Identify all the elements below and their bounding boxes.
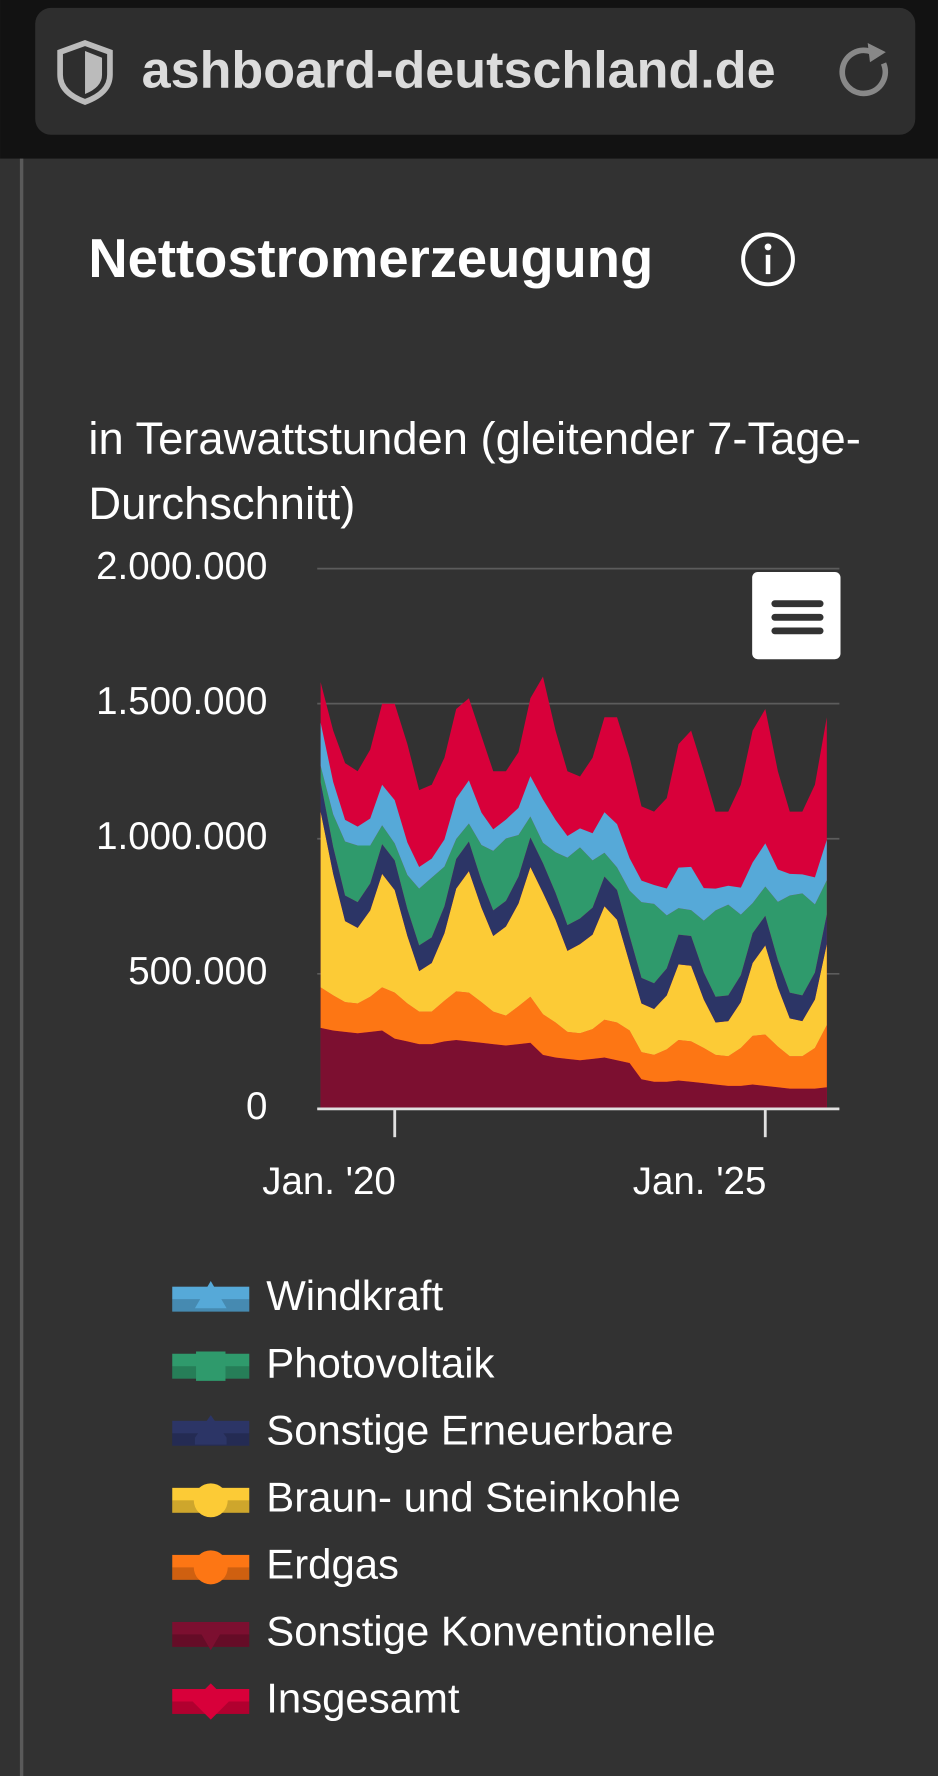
chart-title: Nettostromerzeugung xyxy=(88,228,653,289)
legend-marker xyxy=(192,1683,229,1720)
stacked-area xyxy=(320,1027,827,1109)
legend-marker xyxy=(194,1281,227,1309)
y-tick-label: 2.000.000 xyxy=(96,545,267,588)
legend-marker xyxy=(196,1351,226,1381)
stacked-area xyxy=(320,987,827,1089)
x-tick-label: Jan. '25 xyxy=(633,1160,767,1203)
menu-icon-line xyxy=(771,613,824,621)
legend-label[interactable]: Sonstige Konventionelle xyxy=(266,1607,715,1654)
y-tick-label: 1.000.000 xyxy=(96,815,267,858)
y-tick-label: 0 xyxy=(246,1085,267,1128)
reload-arrow xyxy=(867,43,886,63)
shield-icon-fill xyxy=(85,50,103,95)
legend-label[interactable]: Braun- und Steinkohle xyxy=(266,1473,681,1520)
menu-icon-line xyxy=(771,627,824,635)
y-tick-label: 1.500.000 xyxy=(96,680,267,723)
legend-marker xyxy=(193,1550,228,1585)
legend-label[interactable]: Insgesamt xyxy=(266,1675,460,1722)
reload-icon[interactable] xyxy=(839,47,889,97)
plot-area: 0 500.000 1.000.000 1.500.000 2.000.000 Jan. … xyxy=(96,545,840,1203)
url-text[interactable]: ashboard-deutschland.de xyxy=(142,41,776,99)
legend-label[interactable]: Erdgas xyxy=(266,1540,399,1587)
shield-icon[interactable] xyxy=(57,40,113,105)
legend-label[interactable]: Windkraft xyxy=(266,1272,443,1319)
legend-label[interactable]: Sonstige Erneuerbare xyxy=(266,1406,674,1453)
legend: Windkraft Photovoltaik Sonstige Erneuerbar… xyxy=(172,1272,716,1722)
info-icon-dot xyxy=(764,243,772,251)
stacked-area xyxy=(320,781,827,1023)
legend-label[interactable]: Photovoltaik xyxy=(266,1339,494,1386)
menu-icon-line xyxy=(771,600,824,608)
chart-subtitle: in Terawattstunden (gleitender 7-Tage-Du… xyxy=(88,414,861,529)
x-tick-label: Jan. '20 xyxy=(262,1160,396,1203)
stacked-area xyxy=(320,811,827,1057)
y-tick-label: 500.000 xyxy=(128,950,267,993)
legend-marker xyxy=(194,1415,227,1445)
legend-marker xyxy=(193,1483,228,1518)
legend-marker xyxy=(194,1623,227,1651)
stacked-area xyxy=(320,765,827,997)
info-icon[interactable] xyxy=(741,232,795,287)
subtitle-box: in Terawattstunden (gleitender 7-Tage-Du… xyxy=(88,414,861,529)
url-field[interactable] xyxy=(35,7,916,135)
